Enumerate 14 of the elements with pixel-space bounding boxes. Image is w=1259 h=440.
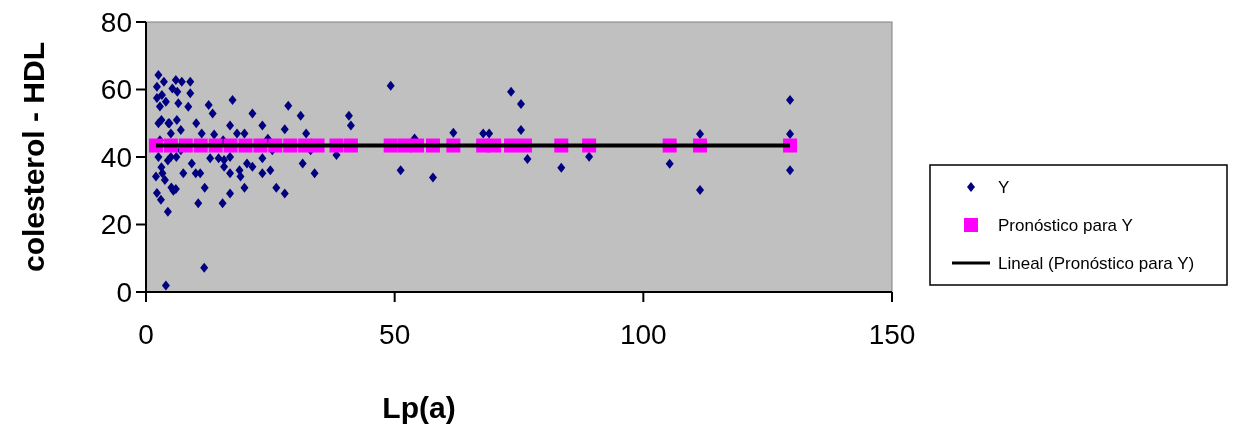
y-axis-title: colesterol - HDL: [17, 41, 50, 273]
y-tick-label: 0: [116, 276, 132, 308]
x-axis-title: Lp(a): [382, 391, 456, 424]
y-tick-label: 60: [100, 74, 132, 106]
y-tick-label: 80: [100, 6, 132, 38]
x-tick-label: 150: [868, 319, 916, 350]
x-tick-label: 100: [619, 319, 667, 350]
x-tick-label: 0: [138, 319, 154, 350]
y-tick-label: 20: [100, 209, 132, 241]
legend-label: Lineal (Pronóstico para Y): [998, 253, 1195, 273]
legend-label: Y: [998, 177, 1010, 197]
x-tick-label: 50: [379, 319, 411, 350]
y-tick-label: 40: [100, 141, 132, 173]
legend-label: Pronóstico para Y: [998, 215, 1133, 235]
